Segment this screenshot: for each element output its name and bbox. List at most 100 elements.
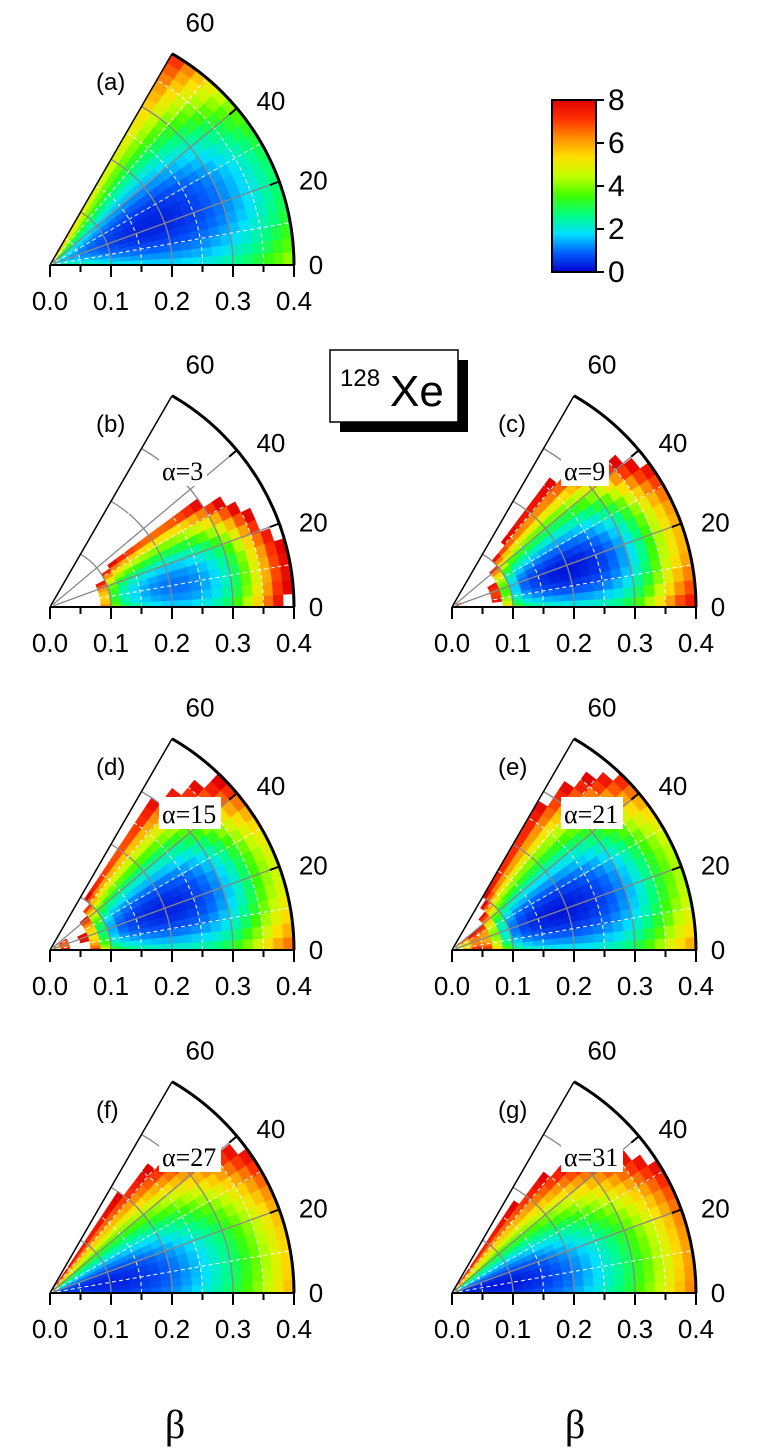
beta-tick-label: 0.3 <box>215 971 251 1001</box>
panel-label: (b) <box>96 411 125 438</box>
gamma-tick-label: 40 <box>256 1114 285 1144</box>
minor-grid-arc <box>558 421 666 608</box>
minor-grid-radial <box>49 484 262 608</box>
panel-g: 0.0 0.1 0.2 0.3 0.4 0 20 40 60 (g) α=31 <box>434 1036 730 1344</box>
nucleus-symbol: Xe <box>390 367 444 416</box>
beta-tick-label: 0.2 <box>154 286 190 316</box>
minor-grid-arc <box>95 527 142 608</box>
minor-grid-arc <box>95 1213 142 1294</box>
polar-grid <box>451 1105 693 1294</box>
gamma-tick-label: 40 <box>658 1114 687 1144</box>
colorbar-ticks: 0 2 4 6 8 <box>596 84 625 289</box>
outer-arc <box>573 1080 698 1294</box>
outer-arc <box>171 52 296 266</box>
beta-tick-label: 0.3 <box>215 628 251 658</box>
minor-grid-radial <box>49 907 291 951</box>
alpha-label: α=21 <box>564 800 618 829</box>
gamma-tick-label: 20 <box>701 1194 730 1224</box>
grid-arc <box>80 553 112 608</box>
beta-tick-label: 0.2 <box>556 971 592 1001</box>
minor-grid-arc <box>528 817 605 951</box>
gamma-tick-label: 20 <box>299 508 328 538</box>
beta-tick-label: 0.4 <box>276 286 312 316</box>
gamma-tick-label: 60 <box>186 693 215 723</box>
beta-tick-label: 0.1 <box>93 971 129 1001</box>
nucleus-box <box>329 349 459 423</box>
beta-tick-label: 0.3 <box>617 628 653 658</box>
panel-label: (d) <box>96 754 125 781</box>
panel-label: (g) <box>498 1097 527 1124</box>
gamma-tick-label: 20 <box>299 1194 328 1224</box>
minor-grid-arc <box>126 1160 203 1294</box>
grid-radial <box>49 180 280 266</box>
minor-grid-arc <box>156 421 264 608</box>
gamma-tick-label: 0 <box>711 1278 725 1308</box>
panel-e: 0.0 0.1 0.2 0.3 0.4 0 20 40 60 (e) α=21 <box>434 693 730 1001</box>
beta-tick-label: 0.4 <box>678 628 714 658</box>
grid-radial <box>49 522 280 608</box>
minor-grid-radial <box>49 564 291 608</box>
beta-tick-label: 0.3 <box>215 1314 251 1344</box>
arc-tick <box>269 180 280 186</box>
polar-grid <box>451 419 693 608</box>
grid-radial <box>451 522 682 608</box>
colorbar-tick-label: 8 <box>608 84 625 117</box>
heat-cell <box>567 395 588 413</box>
grid-radial <box>451 865 682 951</box>
beta-tick-label: 0.0 <box>32 628 68 658</box>
polar-grid <box>49 77 291 266</box>
grid-radial <box>49 107 238 266</box>
minor-grid-arc <box>558 1107 666 1294</box>
gamma-tick-label: 40 <box>658 771 687 801</box>
beta-tick-label: 0.3 <box>215 286 251 316</box>
beta-tick-label: 0.1 <box>93 628 129 658</box>
beta-tick-label: 0.3 <box>617 1314 653 1344</box>
heat-cell <box>165 1081 186 1099</box>
beta-tick-label: 0.4 <box>276 628 312 658</box>
minor-grid-radial <box>49 77 208 266</box>
arc-tick <box>228 449 238 458</box>
outer-arc <box>573 737 698 951</box>
arc-tick <box>630 792 640 801</box>
edge-60deg <box>49 1081 173 1294</box>
gamma-tick-label: 20 <box>299 166 328 196</box>
arc-tick <box>228 107 238 116</box>
beta-tick-label: 0.1 <box>495 628 531 658</box>
minor-grid-arc <box>95 870 142 951</box>
heatmap-surface <box>50 395 294 607</box>
panel-label: (c) <box>498 411 526 438</box>
gamma-tick-label: 60 <box>588 693 617 723</box>
arc-tick <box>671 865 682 871</box>
gamma-tick-label: 60 <box>186 8 215 38</box>
gamma-tick-label: 0 <box>711 935 725 965</box>
outer-arc <box>171 737 296 951</box>
arc-tick <box>269 865 280 871</box>
edge-60deg <box>49 738 173 951</box>
panel-f: 0.0 0.1 0.2 0.3 0.4 0 20 40 60 (f) α=27 <box>32 1036 328 1344</box>
gamma-tick-label: 20 <box>701 508 730 538</box>
polar-grid <box>49 1105 291 1294</box>
arc-tick <box>630 449 640 458</box>
alpha-label-bg <box>159 1140 221 1172</box>
heat-cell <box>567 1081 588 1099</box>
alpha-label-bg <box>159 454 207 486</box>
alpha-label: α=27 <box>162 1143 216 1172</box>
arc-tick <box>671 522 682 528</box>
arc-tick <box>228 792 238 801</box>
heat-cell <box>165 53 186 71</box>
minor-grid-arc <box>528 1160 605 1294</box>
nucleus-label-box: 128 Xe <box>329 349 468 432</box>
beta-tick-label: 0.4 <box>678 971 714 1001</box>
alpha-label-bg <box>561 797 623 829</box>
minor-grid-radial <box>49 827 262 951</box>
beta-tick-label: 0.1 <box>93 1314 129 1344</box>
grid-arc <box>482 553 514 608</box>
beta-tick-label: 0.4 <box>276 971 312 1001</box>
minor-grid-arc <box>156 1107 264 1294</box>
minor-grid-arc <box>126 132 203 266</box>
colorbar-tick-label: 6 <box>608 127 625 160</box>
minor-grid-radial <box>451 762 610 951</box>
arc-tick <box>671 1208 682 1214</box>
